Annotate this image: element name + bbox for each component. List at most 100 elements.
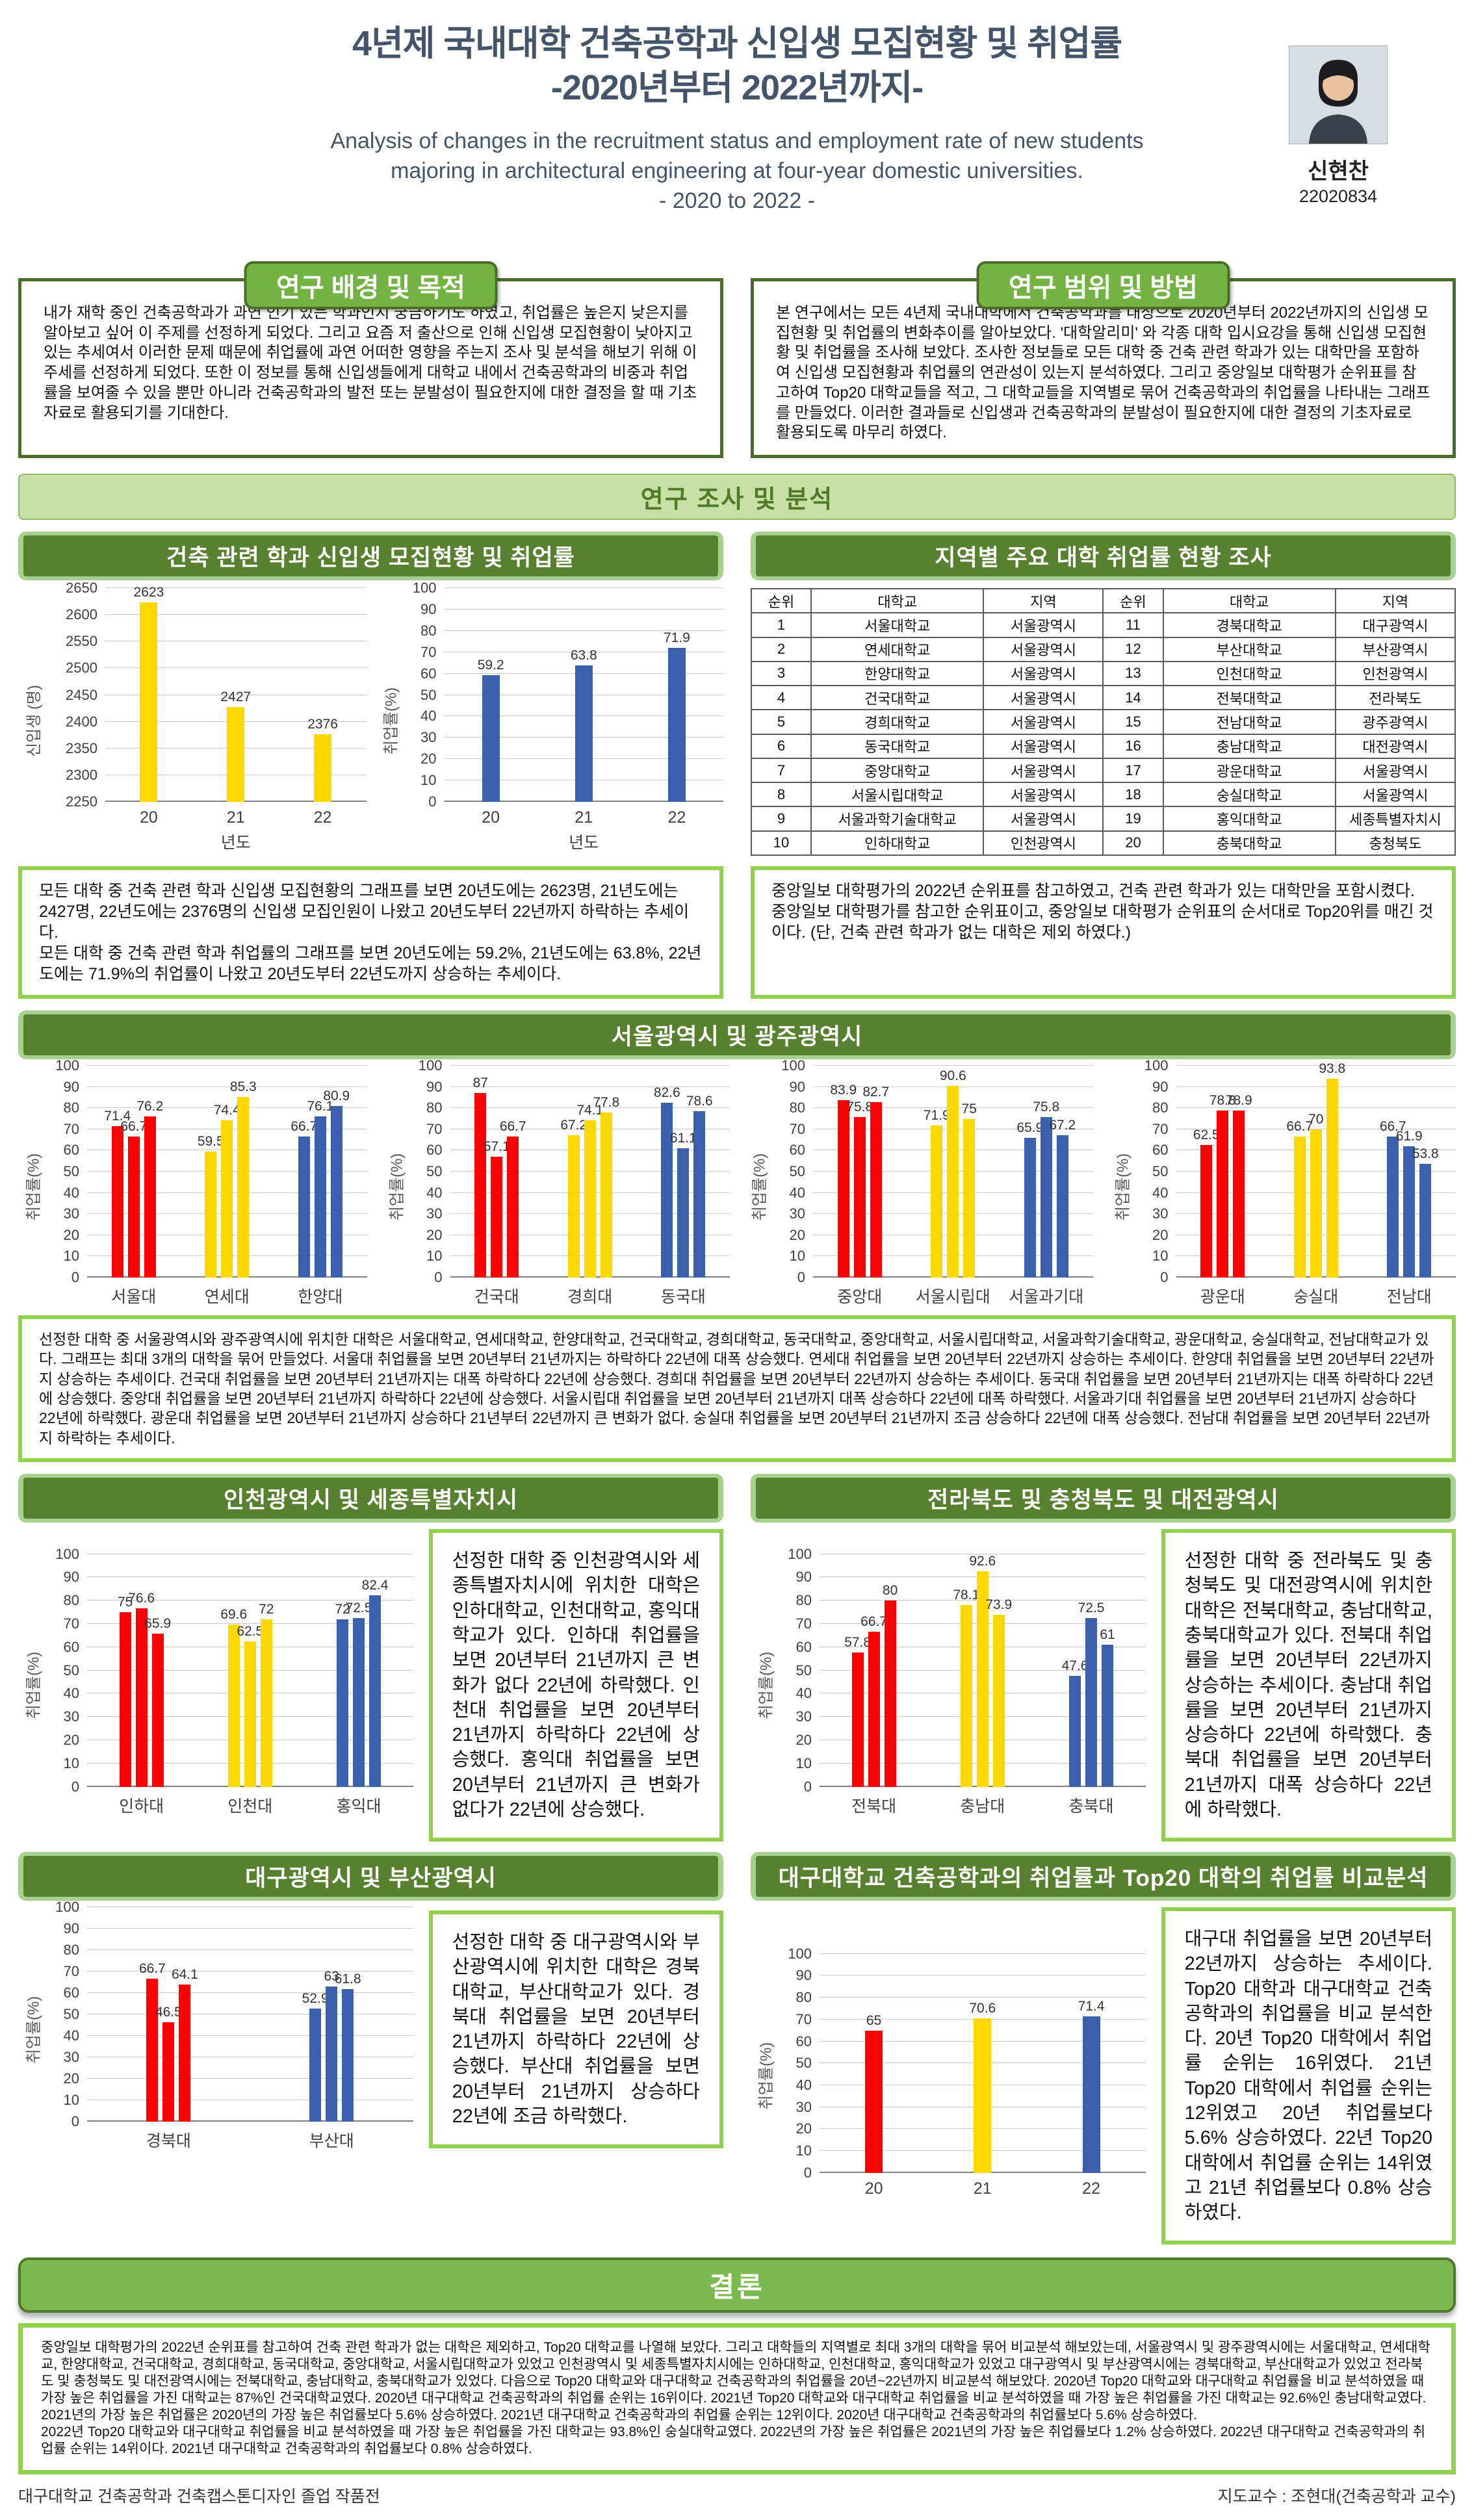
y-axis-title-text: 취업률(%)	[25, 1996, 43, 2063]
x-category-label: 21	[226, 808, 245, 827]
daegu-top20-content: 취업률(%) 0 10 20 30 40 50 60 70 80 90 100 65 70.6 71.4 20…	[751, 1907, 1456, 2245]
x-category-row: 20 21 22	[105, 808, 367, 827]
bar-value-label: 65.9	[1016, 1120, 1044, 1136]
grid-line	[444, 630, 723, 631]
bar-value-label: 69.6	[220, 1607, 248, 1623]
x-category-label: 인하대	[119, 1797, 164, 1816]
bar	[1326, 1079, 1338, 1278]
bar-slot: 76.6	[128, 1554, 155, 1787]
bar-group: 66.7 70 93.8	[1269, 1062, 1363, 1278]
x-category-label: 인천대	[227, 1797, 273, 1816]
table-cell: 19	[1102, 806, 1164, 832]
y-tick-label: 30	[789, 1205, 805, 1222]
grid-line	[1176, 1065, 1456, 1066]
bar	[567, 1135, 580, 1278]
y-tick-label: 2600	[66, 606, 97, 623]
bar-slot: 75.8	[1033, 1066, 1059, 1278]
y-tick-label: 60	[795, 1638, 812, 1655]
bar	[1310, 1129, 1322, 1278]
y-tick-label: 70	[63, 1120, 79, 1137]
table-cell: 부산대학교	[1162, 636, 1336, 662]
incheon-jeonbuk-row: 인천광역시 및 세종특별자치시 취업률(%) 0 10 20 30 40 50 60 70 80 9…	[18, 1474, 1456, 1842]
y-tick-label: 60	[789, 1142, 805, 1159]
bar	[976, 1571, 989, 1787]
table-cell: 5	[750, 709, 812, 735]
y-tick-label: 70	[789, 1120, 805, 1137]
table-header-cell: 지역	[983, 588, 1104, 614]
bar-value-label: 80	[882, 1583, 898, 1599]
y-tick-label: 0	[803, 2164, 812, 2181]
y-tick-label: 30	[63, 1205, 79, 1222]
grid-line	[450, 1107, 730, 1109]
y-tick-label: 40	[63, 1184, 79, 1201]
bar	[342, 1989, 354, 2122]
grid-line	[87, 2035, 413, 2037]
grid-line	[444, 608, 723, 610]
bar-slot: 63.8	[571, 588, 597, 803]
grid-line	[813, 1065, 1093, 1066]
y-tick-label: 90	[63, 1078, 79, 1095]
bar	[992, 1615, 1005, 1787]
x-category-label: 광운대	[1200, 1288, 1245, 1307]
y-tick-label: 60	[63, 1638, 79, 1655]
table-header-cell: 대학교	[1162, 588, 1336, 614]
bar-value-label: 46.5	[155, 2004, 182, 2020]
y-tick-label: 50	[63, 2006, 79, 2023]
research-method-box: 연구 범위 및 방법 본 연구에서는 모든 4년제 국내대학에서 건축공학과를 …	[751, 261, 1456, 459]
bar	[851, 1652, 864, 1787]
table-cell: 13	[1102, 660, 1164, 687]
bar-value-label: 71.4	[104, 1109, 131, 1124]
bar-value-label: 78.8	[1209, 1093, 1236, 1109]
bar-group: 59.2	[445, 588, 537, 803]
bar-slot: 66.7	[1380, 1066, 1406, 1278]
bar-slot: 61.8	[335, 1907, 361, 2122]
bar-value-label: 72	[259, 1601, 274, 1617]
footer-left: 대구대학교 건축공학과 건축캡스톤디자인 졸업 작품전	[18, 2487, 380, 2506]
overall-employment-chart: 취업률(%) 0 10 20 30 40 50 60 70 80 90 100 59.2 63.8 71.9…	[376, 581, 723, 853]
bar	[111, 1126, 123, 1278]
daegu-top20-section-header: 대구대학교 건축공학과의 취업률과 Top20 대학의 취업률 비교분석	[751, 1852, 1456, 1901]
table-cell: 대구광역시	[1334, 612, 1456, 638]
bar-slot: 74.1	[576, 1066, 603, 1278]
y-tick-label: 100	[55, 1545, 79, 1562]
incheon-column: 인천광역시 및 세종특별자치시 취업률(%) 0 10 20 30 40 50 60 70 80 9…	[18, 1474, 723, 1842]
table-cell: 서울광역시	[983, 782, 1104, 808]
x-category-row: 건국대 경희대 동국대	[450, 1284, 731, 1307]
bar	[931, 1125, 943, 1278]
table-cell: 충북대학교	[1162, 830, 1336, 856]
table-cell: 전라북도	[1334, 685, 1456, 711]
bar-slot: 72	[335, 1554, 350, 1787]
page-title-line1: 4년제 국내대학 건축공학과 신입생 모집현황 및 취업률	[352, 24, 1122, 63]
x-category-label: 한양대	[298, 1288, 343, 1307]
bar-slot: 67.2	[560, 1066, 587, 1278]
x-category-label: 숭실대	[1293, 1288, 1339, 1307]
table-cell: 서울광역시	[983, 709, 1104, 735]
bar-value-label: 71.9	[663, 630, 690, 646]
bar	[1024, 1138, 1036, 1278]
bar-value-label: 74.1	[576, 1103, 604, 1118]
x-category-label: 부산대	[309, 2132, 354, 2151]
bar-slot: 52.9	[302, 1907, 329, 2122]
bar-group: 70.6	[928, 1954, 1037, 2173]
subtitle-line3: - 2020 to 2022 -	[658, 188, 816, 213]
analysis-banner: 연구 조사 및 분석	[18, 474, 1456, 521]
y-tick-label: 0	[71, 1269, 79, 1286]
daegu-top20-chart: 취업률(%) 0 10 20 30 40 50 60 70 80 90 100 65 70.6 71.4 20…	[751, 1946, 1146, 2198]
bar-value-label: 83.9	[830, 1082, 857, 1098]
bar-group: 47.6 72.5 61	[1037, 1554, 1145, 1787]
y-tick-label: 40	[63, 1685, 79, 1702]
bar	[309, 2008, 322, 2122]
bar-slot: 80	[882, 1554, 898, 1787]
y-tick-label: 2450	[66, 686, 97, 703]
y-tick-label: 50	[1152, 1163, 1169, 1180]
y-axis-title: 취업률(%)	[1107, 1066, 1135, 1307]
seoul-chart-4: 취업률(%) 0 10 20 30 40 50 60 70 80 90 100 62.5 78.8 78.9…	[1107, 1059, 1456, 1307]
y-tick-label: 10	[63, 1248, 79, 1265]
y-tick-label: 20	[789, 1226, 805, 1243]
bar-value-label: 78.1	[953, 1588, 980, 1603]
y-tick-label: 0	[428, 793, 437, 810]
y-axis-title: 취업률(%)	[744, 1066, 771, 1307]
bar	[244, 1641, 256, 1787]
grid-line	[105, 587, 367, 589]
bar-slot: 80.9	[323, 1066, 350, 1278]
